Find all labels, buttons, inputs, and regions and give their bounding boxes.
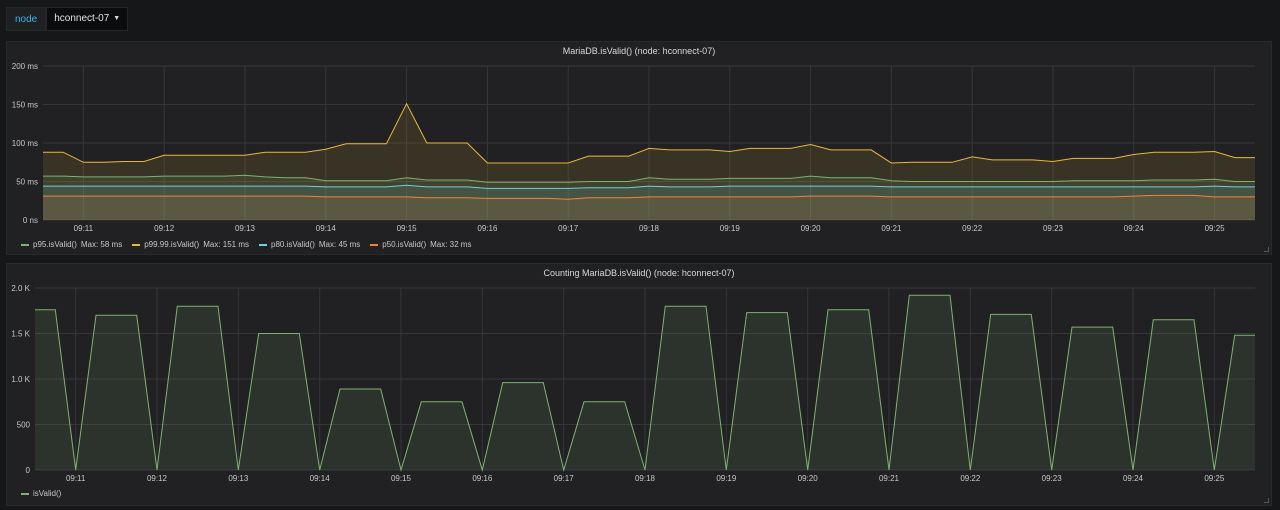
legend-swatch [370,243,379,246]
x-tick-label: 09:24 [1123,474,1144,483]
x-tick-label: 09:12 [147,474,168,483]
resize-handle[interactable] [1264,247,1269,252]
x-tick-label: 09:14 [316,224,337,233]
latency-chart: 0 ns 50 ms 100 ms 150 ms 200 ms 09:11 09:12 09:… [12,62,1255,233]
x-tick-label: 09:13 [235,224,256,233]
x-tick-label: 09:14 [310,474,331,483]
series-line-p99-99-isvalid [43,102,1255,164]
legend-item-p95[interactable]: p95.isValid() Max: 58 ms [21,240,122,249]
y-tick-label: 1.5 K [11,330,30,339]
legend-max: Max: 32 ms [430,240,472,249]
x-tick-label: 09:15 [391,474,412,483]
x-tick-label: 09:22 [962,224,983,233]
legend: isValid() [21,489,61,498]
y-tick-label: 200 ms [12,62,38,71]
series-area-p80-isvalid [43,185,1255,220]
resize-handle[interactable] [1264,498,1269,503]
x-tick-label: 09:23 [1042,474,1063,483]
y-tick-label: 50 ms [16,178,38,187]
series-line-p95-isvalid [43,174,1255,183]
series-area-p50-isvalid [43,195,1255,220]
legend-label: p80.isValid() [271,240,315,249]
y-tick-label: 1.0 K [11,375,30,384]
y-tick-label: 2.0 K [11,284,30,293]
legend-item-isvalid[interactable]: isValid() [21,489,61,498]
x-tick-label: 09:17 [558,224,579,233]
legend-item-p99-99[interactable]: p99.99.isValid() Max: 151 ms [132,240,249,249]
variable-label-node: node [6,7,47,31]
legend-item-p80[interactable]: p80.isValid() Max: 45 ms [259,240,360,249]
x-tick-label: 09:20 [798,474,819,483]
legend-item-p50[interactable]: p50.isValid() Max: 32 ms [370,240,471,249]
node-variable-dropdown[interactable]: hconnect-07 ▼ [46,7,129,31]
series-area-p99-99-isvalid [43,103,1255,220]
node-variable-value: hconnect-07 [54,13,110,24]
legend-swatch [21,243,29,246]
count-panel: Counting MariaDB.isValid() (node: hconne… [6,263,1272,506]
series-line-p80-isvalid [43,184,1255,189]
legend-label: p50.isValid() [382,240,427,249]
y-tick-label: 0 [26,466,31,475]
x-tick-label: 09:25 [1204,474,1225,483]
x-tick-label: 09:17 [554,474,575,483]
x-tick-label: 09:12 [154,224,175,233]
latency-panel: MariaDB.isValid() (node: hconnect-07) 0 … [6,41,1272,255]
x-tick-label: 09:11 [74,224,94,233]
x-tick-label: 09:21 [879,474,900,483]
legend-label: isValid() [33,489,62,498]
y-tick-label: 0 ns [23,216,38,225]
x-tick-label: 09:13 [228,474,249,483]
series-line-isvalid [35,294,1255,472]
x-tick-label: 09:23 [1043,224,1064,233]
legend-max: Max: 58 ms [80,240,123,249]
y-tick-label: 150 ms [12,101,38,110]
caret-down-icon: ▼ [113,15,121,22]
panel-title[interactable]: Counting MariaDB.isValid() (node: hconne… [543,268,735,278]
legend-swatch [259,243,268,246]
x-tick-label: 09:24 [1124,224,1145,233]
legend-max: Max: 151 ms [203,240,250,249]
legend-swatch [132,243,141,246]
series-area-isvalid [35,295,1255,470]
x-tick-label: 09:25 [1205,224,1226,233]
series-line-p50-isvalid [43,194,1255,200]
x-tick-label: 09:19 [720,224,741,233]
y-tick-label: 500 [17,421,31,430]
x-tick-label: 09:20 [801,224,822,233]
x-tick-label: 09:15 [397,224,418,233]
legend-label: p95.isValid() [33,240,77,249]
x-tick-label: 09:11 [66,474,86,483]
panel-title[interactable]: MariaDB.isValid() (node: hconnect-07) [562,46,716,56]
y-tick-label: 100 ms [12,139,38,148]
count-chart: 0 500 1.0 K 1.5 K 2.0 K 09:11 09:12 09:13 09:14 0… [11,284,1255,483]
legend-label: p99.99.isValid() [144,240,200,249]
x-tick-label: 09:19 [716,474,737,483]
legend-max: Max: 45 ms [318,240,361,249]
x-tick-label: 09:18 [635,474,656,483]
x-tick-label: 09:18 [639,224,660,233]
legend-swatch [21,492,29,495]
x-tick-label: 09:16 [477,224,498,233]
x-tick-label: 09:16 [472,474,493,483]
legend: p95.isValid() Max: 58 ms p99.99.isValid(… [21,240,471,249]
x-tick-label: 09:22 [960,474,981,483]
x-tick-label: 09:21 [881,224,902,233]
variable-bar: node hconnect-07 ▼ [6,7,129,31]
